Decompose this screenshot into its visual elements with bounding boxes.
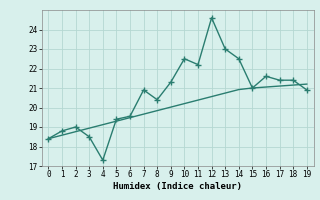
X-axis label: Humidex (Indice chaleur): Humidex (Indice chaleur)	[113, 182, 242, 191]
